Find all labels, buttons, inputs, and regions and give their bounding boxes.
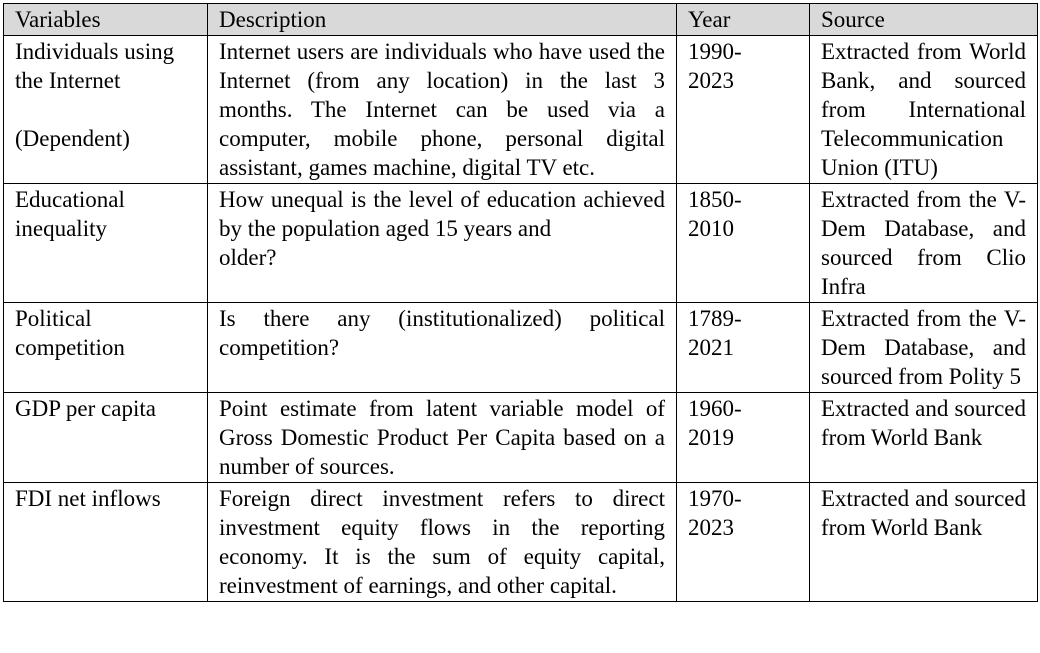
source-text: Extracted and sourced from World Bank — [821, 486, 1026, 540]
table-row: Political competition Is there any (inst… — [3, 302, 1038, 393]
source-cell: Extracted and sourced from World Bank — [809, 392, 1038, 483]
variable-name: FDI net inflows — [15, 486, 161, 511]
source-text: Extracted and sourced from World Bank — [821, 396, 1026, 450]
variable-name: GDP per capita — [15, 396, 156, 421]
year-end: 2023 — [688, 68, 734, 93]
description-cell: Is there any (institutionalized) politic… — [207, 302, 677, 393]
year-start: 1960- — [688, 396, 742, 421]
description-cell: Point estimate from latent variable mode… — [207, 392, 677, 483]
variable-name: Political competition — [15, 306, 125, 360]
table-body: Individuals using the Internet (Dependen… — [3, 35, 1038, 602]
source-cell: Extracted from the V-Dem Database, and s… — [809, 302, 1038, 393]
source-cell: Extracted and sourced from World Bank — [809, 482, 1038, 602]
source-text: Extracted from the V-Dem Database, and s… — [821, 306, 1026, 389]
header-variables: Variables — [3, 3, 208, 36]
year-cell: 1960- 2019 — [676, 392, 810, 483]
year-start: 1789- — [688, 306, 742, 331]
description-cell: Internet users are individuals who have … — [207, 35, 677, 184]
year-end: 2019 — [688, 425, 734, 450]
header-year: Year — [676, 3, 810, 36]
description-text: How unequal is the level of education ac… — [219, 187, 665, 241]
header-row: Variables Description Year Source — [3, 3, 1038, 36]
description-text: Foreign direct investment refers to dire… — [219, 486, 665, 598]
variable-name: Educational inequality — [15, 187, 125, 241]
year-end: 2010 — [688, 216, 734, 241]
year-cell: 1850- 2010 — [676, 183, 810, 303]
table-row: Educational inequality How unequal is th… — [3, 183, 1038, 303]
table-row: GDP per capita Point estimate from laten… — [3, 392, 1038, 483]
description-text: Internet users are individuals who have … — [219, 39, 665, 180]
variable-cell: Political competition — [3, 302, 208, 393]
table-row: Individuals using the Internet (Dependen… — [3, 35, 1038, 184]
variable-cell: Individuals using the Internet (Dependen… — [3, 35, 208, 184]
description-cell: How unequal is the level of education ac… — [207, 183, 677, 303]
year-end: 2023 — [688, 515, 734, 540]
source-text: Extracted from World Bank, and sourced f… — [821, 39, 1026, 180]
description-cell: Foreign direct investment refers to dire… — [207, 482, 677, 602]
year-end: 2021 — [688, 335, 734, 360]
year-cell: 1990- 2023 — [676, 35, 810, 184]
variable-cell: FDI net inflows — [3, 482, 208, 602]
table-header: Variables Description Year Source — [3, 3, 1038, 36]
variable-cell: Educational inequality — [3, 183, 208, 303]
year-start: 1850- — [688, 187, 742, 212]
year-start: 1990- — [688, 39, 742, 64]
header-source: Source — [809, 3, 1038, 36]
header-description: Description — [207, 3, 677, 36]
description-tail: older? — [219, 245, 277, 270]
year-cell: 1789- 2021 — [676, 302, 810, 393]
description-text: Is there any (institutionalized) politic… — [219, 306, 665, 360]
source-text: Extracted from the V-Dem Database, and s… — [821, 187, 1026, 299]
year-start: 1970- — [688, 486, 742, 511]
variables-table: Variables Description Year Source Indivi… — [3, 3, 1038, 602]
table-row: FDI net inflows Foreign direct investmen… — [3, 482, 1038, 602]
variable-cell: GDP per capita — [3, 392, 208, 483]
source-cell: Extracted from World Bank, and sourced f… — [809, 35, 1038, 184]
source-cell: Extracted from the V-Dem Database, and s… — [809, 183, 1038, 303]
variable-note: (Dependent) — [15, 126, 130, 151]
description-text: Point estimate from latent variable mode… — [219, 396, 665, 479]
year-cell: 1970- 2023 — [676, 482, 810, 602]
variable-name: Individuals using the Internet — [15, 39, 175, 93]
